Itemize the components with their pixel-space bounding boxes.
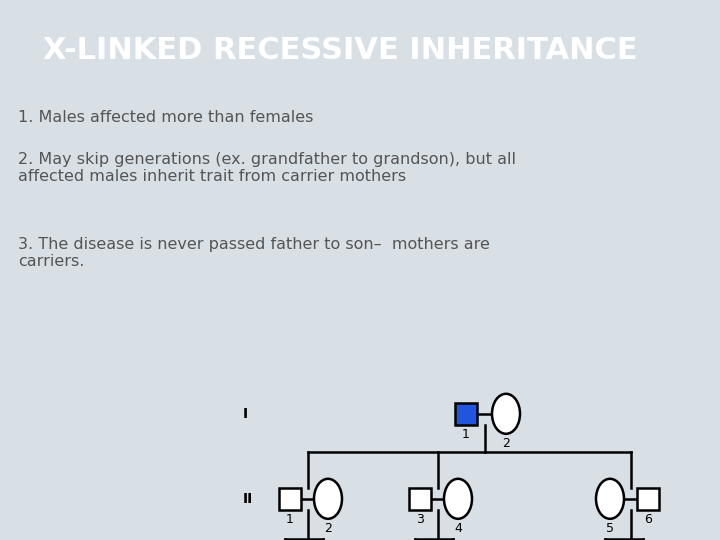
Text: 3: 3: [416, 513, 424, 526]
Bar: [637, 488, 659, 510]
Bar: [279, 488, 301, 510]
Text: 5: 5: [606, 522, 614, 535]
Bar: [455, 403, 477, 425]
Text: I: I: [243, 407, 248, 421]
Text: 2: 2: [502, 437, 510, 450]
Ellipse shape: [596, 479, 624, 519]
Text: 3. The disease is never passed father to son–  mothers are
carriers.: 3. The disease is never passed father to…: [18, 237, 490, 269]
Text: 1: 1: [286, 513, 294, 526]
Text: 2. May skip generations (ex. grandfather to grandson), but all
affected males in: 2. May skip generations (ex. grandfather…: [18, 152, 516, 184]
Text: 4: 4: [454, 522, 462, 535]
Ellipse shape: [314, 479, 342, 519]
Text: 1. Males affected more than females: 1. Males affected more than females: [18, 110, 313, 125]
Ellipse shape: [444, 479, 472, 519]
Text: 1: 1: [462, 428, 470, 441]
Bar: [409, 488, 431, 510]
Ellipse shape: [492, 394, 520, 434]
Text: 2: 2: [324, 522, 332, 535]
FancyBboxPatch shape: [235, 379, 717, 540]
Text: 6: 6: [644, 513, 652, 526]
Text: X-LINKED RECESSIVE INHERITANCE: X-LINKED RECESSIVE INHERITANCE: [43, 36, 638, 65]
Text: II: II: [243, 492, 253, 506]
